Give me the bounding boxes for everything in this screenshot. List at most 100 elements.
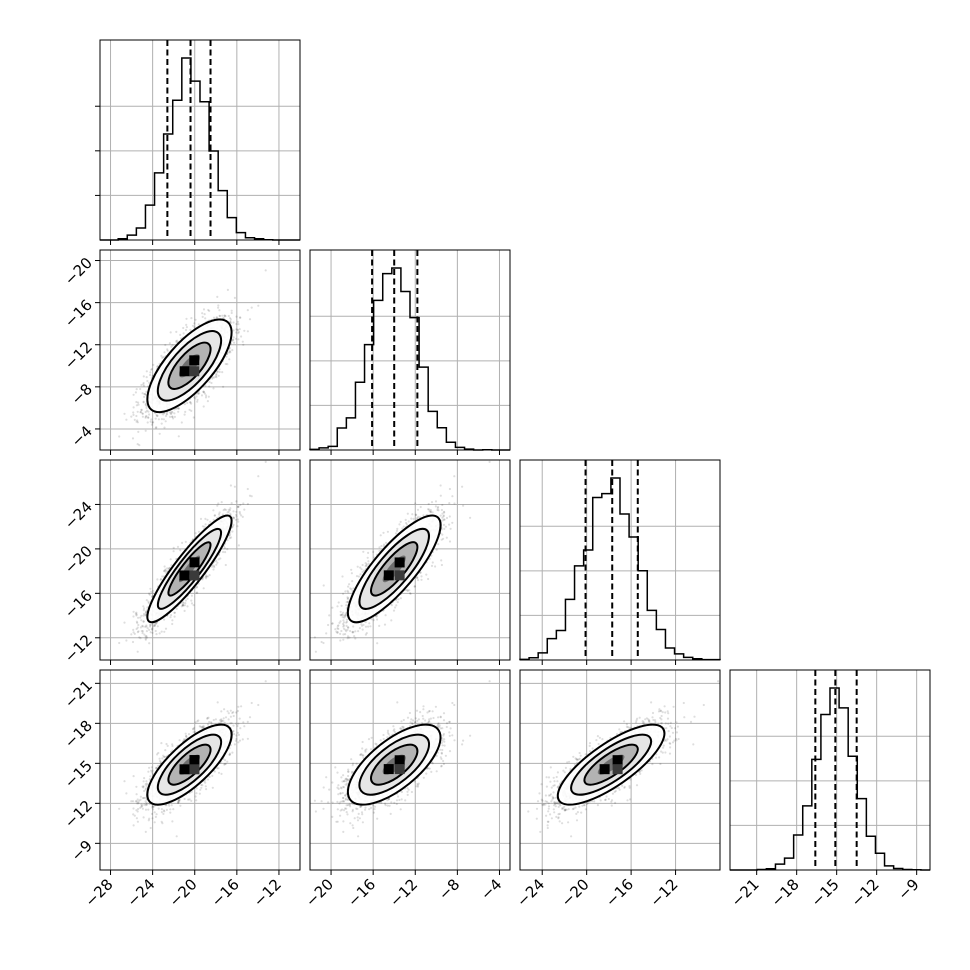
scatter-point	[162, 355, 165, 359]
scatter-point	[223, 547, 226, 550]
scatter-point	[190, 409, 193, 412]
scatter-point	[440, 538, 443, 541]
scatter-point	[145, 414, 148, 418]
scatter-point	[229, 484, 232, 487]
panel-frame	[99, 39, 301, 241]
scatter-point	[204, 317, 207, 320]
scatter-point	[396, 527, 399, 531]
scatter-point	[210, 381, 213, 385]
scatter-point	[264, 269, 267, 272]
scatter-point	[144, 635, 147, 638]
scatter-point	[169, 415, 172, 418]
scatter-point	[144, 429, 147, 432]
scatter-point	[140, 408, 143, 411]
scatter-point	[170, 564, 173, 567]
scatter-point	[238, 510, 241, 514]
scatter-point	[137, 623, 140, 627]
panel-frame	[99, 249, 301, 451]
scatter-point	[150, 367, 153, 371]
scatter-point	[186, 605, 189, 608]
scatter-point	[152, 363, 155, 366]
scatter-point	[232, 517, 235, 520]
scatter-point	[141, 415, 144, 418]
scatter-point	[234, 337, 237, 340]
scatter-point	[182, 332, 185, 335]
scatter-point	[328, 614, 331, 617]
scatter-point	[208, 574, 211, 577]
scatter-point	[152, 589, 155, 592]
scatter-point	[196, 400, 199, 403]
scatter-point	[208, 385, 211, 388]
scatter-point	[147, 601, 150, 605]
scatter-point	[341, 613, 344, 617]
scatter-point	[153, 624, 156, 628]
scatter-point	[201, 315, 204, 318]
scatter-point	[196, 398, 199, 401]
scatter-point	[201, 578, 204, 581]
scatter-point	[246, 330, 249, 333]
scatter-point	[228, 358, 231, 361]
scatter-point	[175, 407, 178, 410]
scatter-point	[145, 370, 148, 373]
panel-grid	[310, 250, 510, 450]
scatter-point	[434, 500, 438, 503]
scatter-point	[204, 396, 208, 399]
scatter-point	[205, 575, 208, 578]
scatter-point	[402, 525, 405, 528]
scatter-point	[236, 328, 239, 331]
scatter-point	[205, 575, 208, 578]
scatter-point	[136, 626, 139, 629]
scatter-point	[193, 322, 196, 325]
scatter-point	[170, 345, 173, 348]
scatter-point	[182, 602, 185, 605]
scatter-point	[207, 308, 210, 312]
scatter-point	[147, 600, 150, 603]
scatter-point	[228, 317, 232, 320]
density-peak	[179, 366, 190, 377]
scatter-point	[142, 620, 145, 623]
scatter-point	[236, 505, 239, 509]
scatter-point	[156, 414, 159, 417]
scatter-point	[428, 510, 431, 513]
scatter-point	[242, 343, 245, 346]
scatter-point	[166, 567, 169, 570]
scatter-point	[143, 395, 146, 398]
scatter-point	[154, 426, 157, 429]
scatter-point	[250, 495, 253, 498]
scatter-point	[212, 518, 215, 522]
scatter-point	[218, 368, 221, 371]
scatter-point	[171, 619, 174, 622]
scatter-point	[164, 568, 167, 571]
scatter-point	[175, 607, 178, 611]
scatter-point	[228, 350, 231, 353]
scatter-point	[218, 314, 221, 317]
scatter-point	[236, 329, 239, 332]
scatter-point	[141, 625, 144, 628]
scatter-point	[145, 390, 148, 393]
scatter-point	[342, 611, 345, 614]
panel-axes	[309, 249, 511, 455]
scatter-point	[257, 304, 260, 307]
scatter-point	[137, 430, 140, 433]
scatter-point	[211, 376, 214, 379]
scatter-point	[175, 340, 178, 343]
scatter-point	[428, 557, 431, 560]
scatter-point	[154, 629, 157, 633]
scatter-point	[231, 349, 234, 352]
scatter-point	[223, 315, 226, 318]
scatter-point	[213, 566, 216, 569]
scatter-point	[239, 316, 242, 319]
scatter-point	[246, 309, 249, 312]
scatter-point	[216, 316, 219, 319]
scatter-point	[143, 384, 146, 387]
scatter-point	[156, 578, 159, 581]
scatter-point	[164, 420, 167, 423]
scatter-point	[237, 330, 240, 334]
histogram-line	[100, 57, 300, 241]
scatter-point	[173, 615, 176, 618]
scatter-point	[216, 295, 219, 298]
scatter-point	[199, 517, 203, 521]
scatter-point	[137, 630, 140, 633]
scatter-point	[250, 306, 253, 309]
scatter-point	[149, 420, 152, 423]
